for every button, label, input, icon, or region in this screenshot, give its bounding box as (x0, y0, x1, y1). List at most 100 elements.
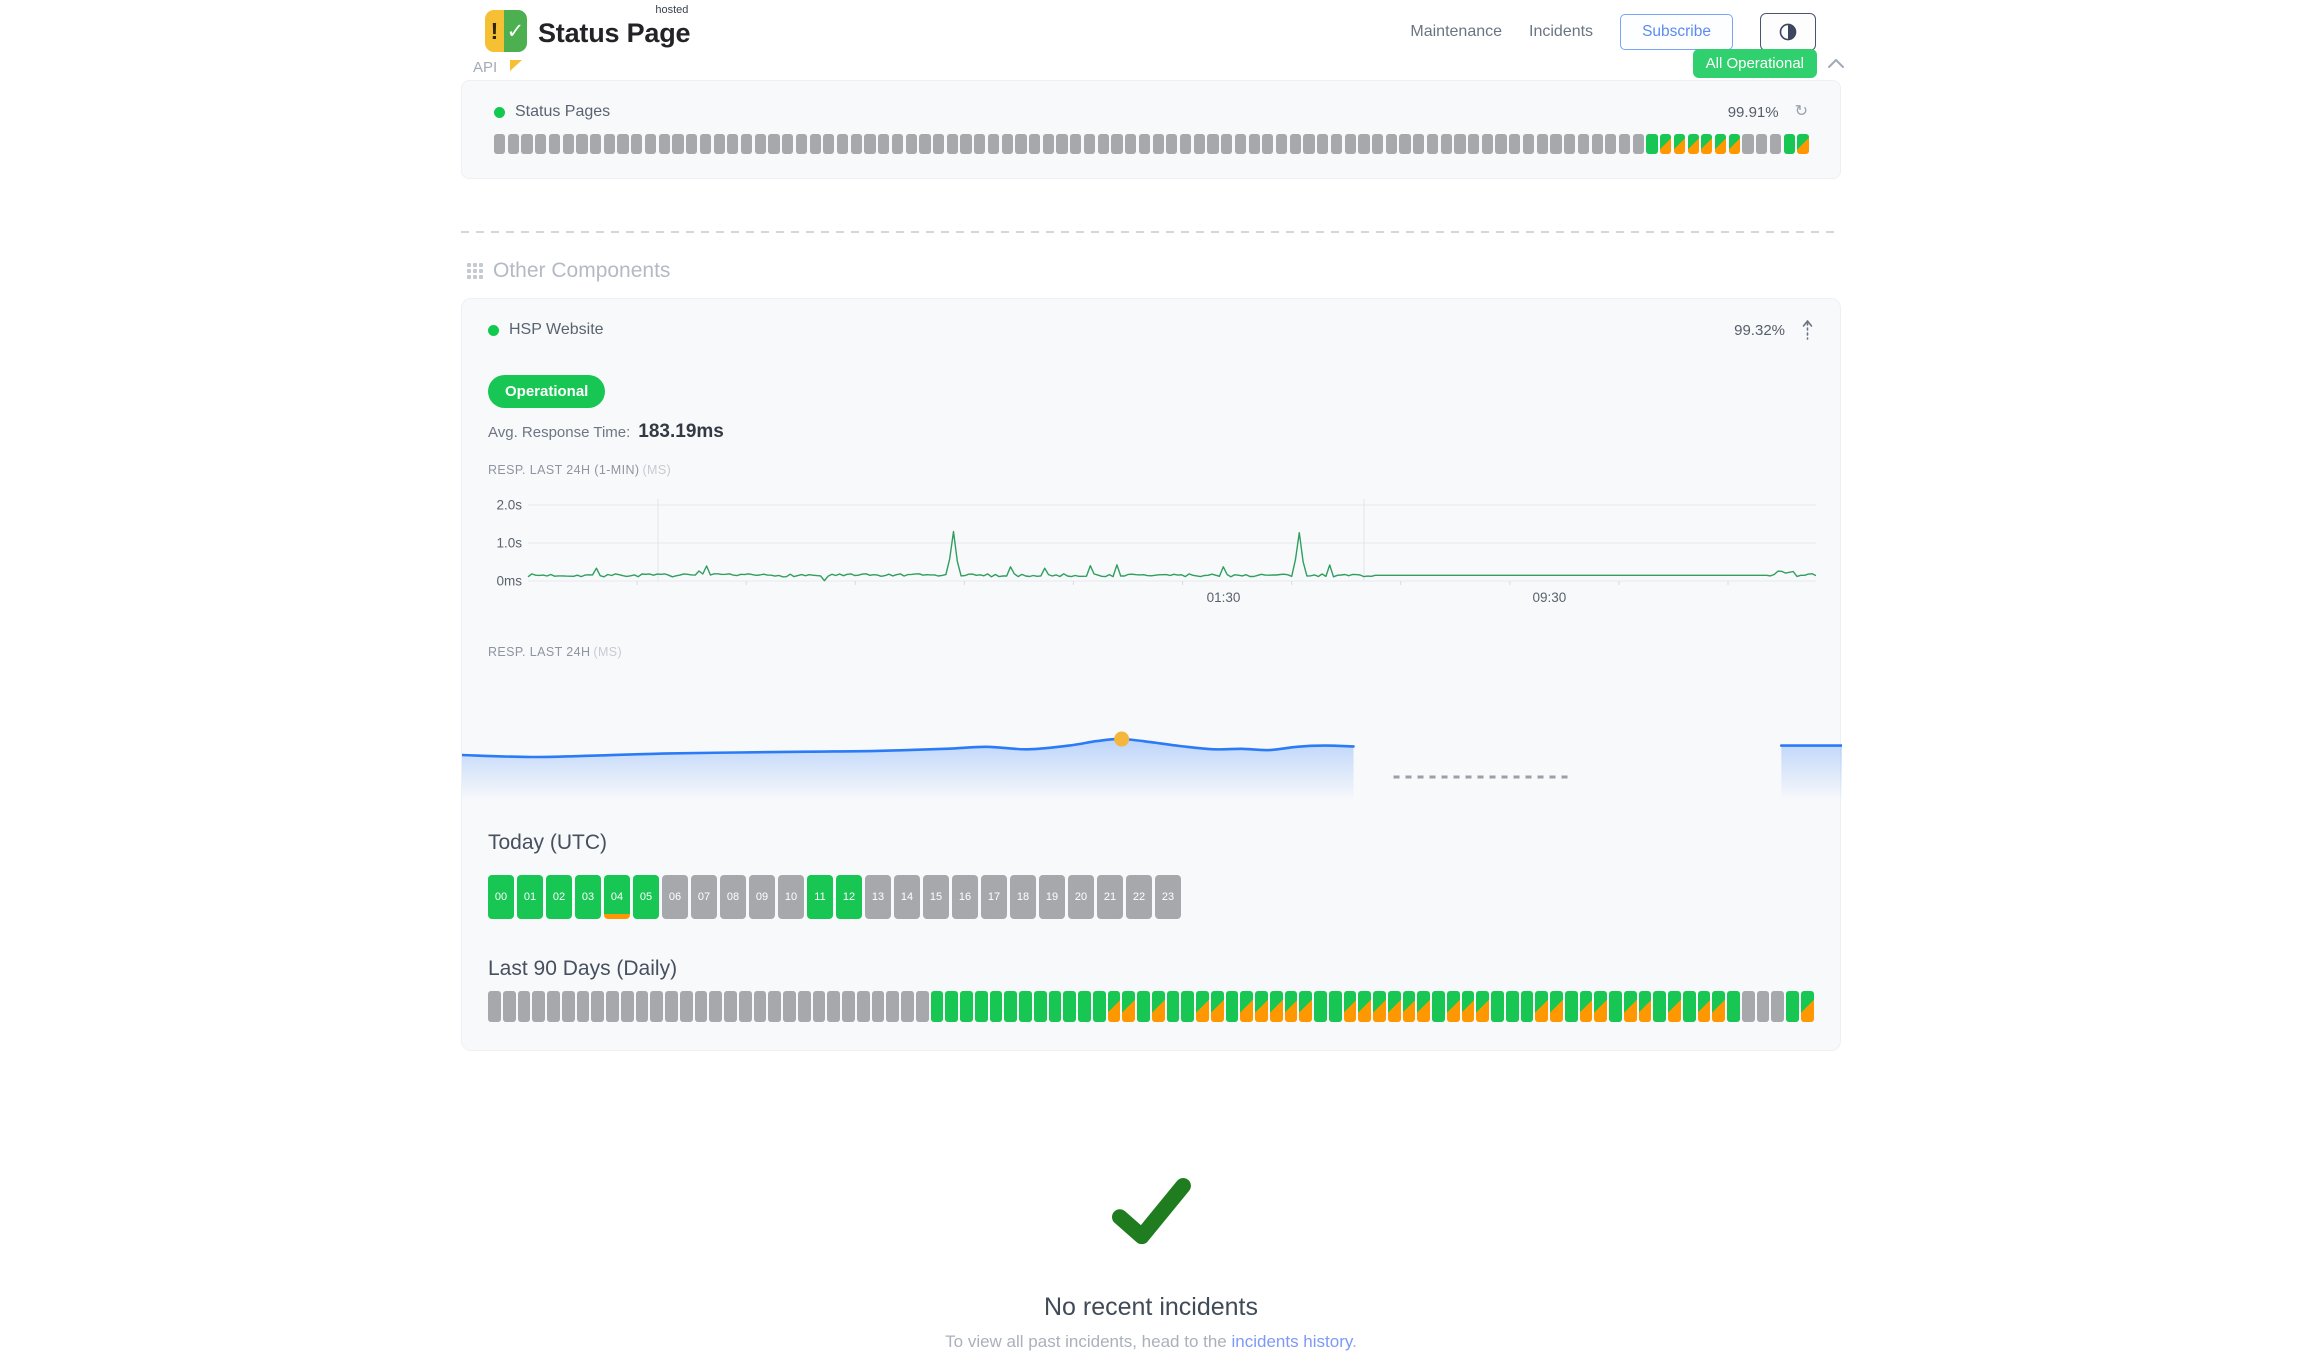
uptime-bar (864, 134, 876, 154)
svg-text:0ms: 0ms (496, 574, 522, 589)
uptime-bar (650, 991, 663, 1022)
uptime-bar (1314, 991, 1327, 1022)
uptime-bar (856, 991, 870, 1022)
nav-maintenance[interactable]: Maintenance (1410, 23, 1503, 40)
hour-cell-08: 08 (720, 875, 746, 919)
uptime-bar (782, 134, 794, 154)
uptime-bar (1756, 134, 1768, 154)
resp-24h-chart-label: RESP. LAST 24H (MS) (488, 645, 623, 659)
uptime-bar (1522, 134, 1535, 154)
uptime-bar (1166, 134, 1178, 154)
uptime-bar (1771, 991, 1784, 1022)
uptime-bar (1495, 134, 1507, 154)
nav-incidents[interactable]: Incidents (1529, 23, 1594, 40)
uptime-bar (1385, 134, 1397, 154)
uptime-bar (1594, 991, 1607, 1022)
uptime-bar (547, 991, 560, 1022)
chart-unit: (MS) (593, 645, 623, 659)
uptime-bar (1638, 991, 1652, 1022)
uptime-bar (1372, 134, 1384, 154)
uptime-bar (1042, 134, 1054, 154)
uptime-bar (1577, 134, 1589, 154)
uptime-bar (1623, 991, 1637, 1022)
uptime-bar (1225, 991, 1239, 1022)
svg-text:01:30: 01:30 (1207, 590, 1241, 605)
uptime-bar (1481, 134, 1493, 154)
uptime-bar (1728, 134, 1740, 154)
uptime-bar (1714, 134, 1727, 154)
uptime-bar (1234, 134, 1247, 154)
uptime-bar (1275, 134, 1288, 154)
uptime-bar (494, 134, 506, 154)
chevron-up-icon[interactable] (1827, 58, 1845, 69)
uptime-bar (521, 134, 533, 154)
uptime-bar (1248, 134, 1260, 154)
uptime-bar (738, 991, 752, 1022)
uptime-bar (1536, 134, 1548, 154)
uptime-bar (631, 134, 643, 154)
uptime-bar (974, 134, 986, 154)
uptime-bar (1509, 134, 1521, 154)
uptime-bar (1289, 134, 1301, 154)
uptime-bars-last90 (488, 991, 1814, 1022)
uptime-bar (1797, 134, 1809, 154)
uptime-bar (1015, 134, 1027, 154)
overall-status-row: All Operational (1692, 49, 1845, 78)
uptime-bar (1742, 134, 1754, 154)
uptime-bar (795, 134, 808, 154)
hour-cell-21: 21 (1097, 875, 1123, 919)
brand-name: Status Page (538, 18, 691, 48)
svg-text:1.0s: 1.0s (496, 536, 522, 551)
hour-cell-00: 00 (488, 875, 514, 919)
uptime-bar (1520, 991, 1534, 1022)
uptime-bar (1413, 134, 1425, 154)
uptime-bar (987, 134, 1000, 154)
uptime-bar (1083, 134, 1096, 154)
today-utc-title: Today (UTC) (488, 831, 608, 854)
subscribe-button[interactable]: Subscribe (1620, 14, 1733, 50)
uptime-bar (1107, 991, 1121, 1022)
uptime-bar (1564, 991, 1578, 1022)
uptime-bar (1092, 991, 1106, 1022)
uptime-bar (672, 134, 684, 154)
hour-cell-17: 17 (981, 875, 1007, 919)
uptime-bar (576, 134, 588, 154)
uptime-bar (827, 991, 840, 1022)
uptime-bar (1682, 991, 1696, 1022)
hour-cell-05: 05 (633, 875, 659, 919)
incidents-history-link[interactable]: incidents history (1231, 1332, 1353, 1351)
logo-tail (510, 60, 522, 71)
hour-cell-20: 20 (1068, 875, 1094, 919)
uptime-bar (1476, 991, 1489, 1022)
svg-text:09:30: 09:30 (1532, 590, 1566, 605)
uptime-bar (1373, 991, 1386, 1022)
uptime-bar (502, 991, 516, 1022)
uptime-bar (1358, 991, 1371, 1022)
uptime-bar (1151, 991, 1165, 1022)
uptime-bar (768, 991, 781, 1022)
uptime-bar (1137, 991, 1150, 1022)
trend-up-arrow-icon (1802, 320, 1813, 340)
hour-cell-13: 13 (865, 875, 891, 919)
uptime-bar (1063, 991, 1076, 1022)
uptime-bar (576, 991, 590, 1022)
section-title-other-components: Other Components (493, 259, 671, 282)
uptime-bar (713, 134, 725, 154)
hour-cell-11: 11 (807, 875, 833, 919)
theme-toggle-button[interactable] (1760, 13, 1816, 51)
uptime-percent-hsp-website: 99.32% (1734, 321, 1785, 339)
uptime-bar (1618, 134, 1631, 154)
uptime-bar (1697, 991, 1711, 1022)
hour-cell-10: 10 (778, 875, 804, 919)
avg-response-label: Avg. Response Time: (488, 424, 631, 441)
uptime-bar (1646, 134, 1658, 154)
uptime-bar (1125, 134, 1137, 154)
uptime-bar (562, 134, 574, 154)
uptime-bar (1255, 991, 1268, 1022)
refresh-icon[interactable]: ↻ (1794, 103, 1808, 120)
uptime-bar (842, 991, 855, 1022)
uptime-bar (1269, 991, 1283, 1022)
uptime-bar (850, 134, 862, 154)
today-hour-cells: 00 01 02 03 04 05 06 07 08 09 10 11 12 13 14 15 16 17 18 19… (488, 875, 1814, 919)
logo-check-icon: ✓ (503, 10, 527, 52)
